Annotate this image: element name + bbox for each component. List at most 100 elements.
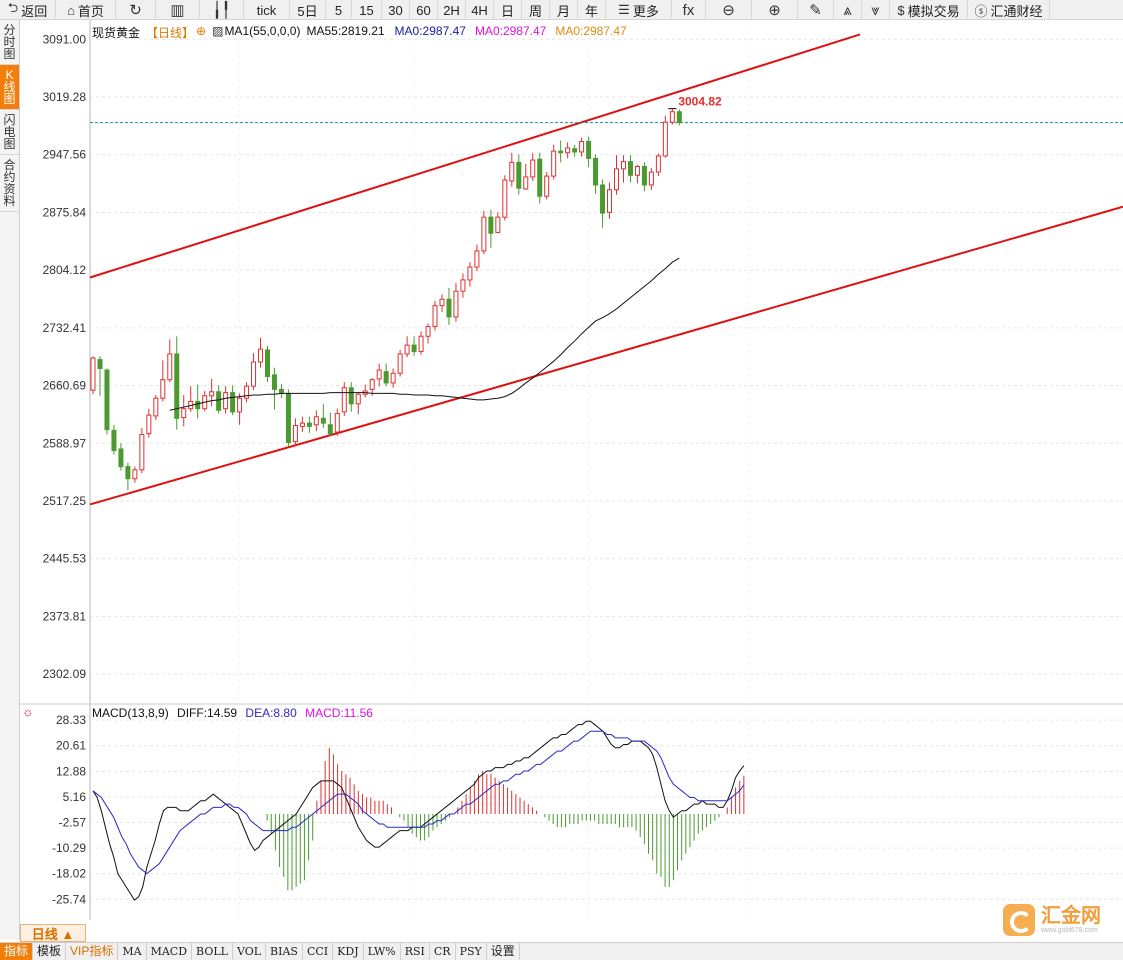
macd-diff: DIFF:14.59 xyxy=(177,706,238,720)
indicator-tab-lw-10[interactable]: LW% xyxy=(364,943,401,960)
candle xyxy=(327,412,333,437)
toolbar-5-button[interactable]: 5 xyxy=(326,0,352,20)
toolbar-30-button[interactable]: 30 xyxy=(382,0,410,20)
indicator-tab--1[interactable]: 模板 xyxy=(33,943,67,960)
settings-dial-icon[interactable]: ⊕ xyxy=(196,24,207,38)
toolbar-zoomout-button[interactable]: ⊖ xyxy=(706,0,752,20)
candle xyxy=(614,155,619,195)
toolbar-2h-button[interactable]: 2H xyxy=(438,0,466,20)
indicator-tab-psy-13[interactable]: PSY xyxy=(456,943,487,960)
toolbar-up-button[interactable]: ⩓ xyxy=(834,0,862,20)
toolbar-5d-button[interactable]: 5日 xyxy=(290,0,326,20)
indicator-tab-vol-6[interactable]: VOL xyxy=(233,943,267,960)
candle-body xyxy=(453,290,459,318)
indicator-tab--14[interactable]: 设置 xyxy=(487,943,520,960)
candle-body xyxy=(285,392,291,443)
toolbar-60-label: 60 xyxy=(416,2,431,18)
toolbar-sim-label: 模拟交易 xyxy=(907,3,960,19)
toolbar-sim-button[interactable]: $ 模拟交易 xyxy=(890,0,968,20)
left-nav-item-1[interactable]: K线图 xyxy=(0,65,19,110)
candle-body xyxy=(669,111,675,123)
candle-body xyxy=(146,414,152,435)
macd-dea-line xyxy=(92,730,745,875)
candle xyxy=(634,164,640,184)
macd-legend: MACD(13,8,9) DIFF:14.59 DEA:8.80 MACD:11… xyxy=(92,706,378,722)
refresh-icon: ↻ xyxy=(129,2,142,19)
indicator-tab-rsi-11[interactable]: RSI xyxy=(401,943,430,960)
indicator-tab-macd-4[interactable]: MACD xyxy=(147,943,193,960)
left-nav-item-0[interactable]: 分时图 xyxy=(0,20,19,65)
left-view-switcher: 分时图 K线图 闪电图 合约资料 xyxy=(0,20,20,940)
candle-body xyxy=(425,326,431,337)
candle xyxy=(676,109,682,126)
candle-body xyxy=(237,397,243,413)
toolbar-bar-button[interactable]: ▥ xyxy=(156,0,200,20)
toolbar-fx-button[interactable]: fx xyxy=(672,0,706,20)
indicator-tab--0[interactable]: 指标 xyxy=(0,943,34,960)
toolbar-back-button[interactable]: ⮌ 返回 xyxy=(0,0,56,20)
macd-y-tick-label: 5.16 xyxy=(63,790,87,804)
candle-body xyxy=(558,150,564,154)
main-toolbar: ⮌ 返回 ⌂ 首页 ↻ ▥ ╽╿ tick 5日 5 15 30 60 2H 4H 日周月年 ☰ 更多 fx ⊖ ⊕ ✎ ⩓… xyxy=(0,0,1123,20)
toolbar-15-label: 15 xyxy=(359,2,374,18)
price-chart[interactable]: 3091.00 3019.28 2947.56 2875.84 2804.12 2732.… xyxy=(20,20,1123,924)
candle xyxy=(648,168,654,190)
candle-body xyxy=(383,371,389,384)
toolbar-month-button[interactable]: 月 xyxy=(550,0,578,20)
macd-settings-icon[interactable]: ☼ xyxy=(22,704,34,719)
candle-body xyxy=(251,361,257,387)
toolbar-60-button[interactable]: 60 xyxy=(410,0,438,20)
toolbar-week-button[interactable]: 周 xyxy=(522,0,550,20)
candle xyxy=(565,142,571,159)
candle-body xyxy=(418,335,424,353)
toolbar-home-button[interactable]: ⌂ 首页 xyxy=(56,0,116,20)
toolbar-year-button[interactable]: 年 xyxy=(578,0,606,20)
indicator-tab-cci-8[interactable]: CCI xyxy=(303,943,334,960)
toolbar-down-button[interactable]: ⩔ xyxy=(862,0,890,20)
candle xyxy=(411,336,417,356)
candle-body xyxy=(195,400,201,410)
logo-url: www.gold678.com xyxy=(1041,927,1098,934)
toolbar-candle-button[interactable]: ╽╿ xyxy=(200,0,244,20)
dollar-icon: $ xyxy=(897,2,905,18)
candle-body xyxy=(160,379,166,399)
candle-body xyxy=(586,140,592,159)
indicator-tab-bias-7[interactable]: BIAS xyxy=(266,943,303,960)
candle xyxy=(586,136,592,168)
bar-chart-icon: ▥ xyxy=(170,2,185,19)
candle xyxy=(467,262,473,287)
indicator-tab-kdj-9[interactable]: KDJ xyxy=(333,943,364,960)
candle xyxy=(390,368,396,388)
toolbar-15-button[interactable]: 15 xyxy=(352,0,382,20)
indicator-tab-vip-2[interactable]: VIP指标 xyxy=(66,943,119,960)
toolbar-day-label: 日 xyxy=(500,3,514,19)
toolbar-zoomin-button[interactable]: ⊕ xyxy=(752,0,798,20)
candle-body xyxy=(502,179,508,218)
toolbar-draw-button[interactable]: ✎ xyxy=(798,0,834,20)
toolbar-more-button[interactable]: ☰ 更多 xyxy=(606,0,672,20)
candle xyxy=(607,182,613,219)
candle xyxy=(537,152,543,204)
price-y-tick-label: 2588.97 xyxy=(43,436,87,450)
toolbar-refresh-button[interactable]: ↻ xyxy=(116,0,156,20)
indicator-tab-ma-3[interactable]: MA xyxy=(118,943,147,960)
legend-ma0-a: MA0:2987.47 xyxy=(394,24,466,38)
candle xyxy=(348,382,354,412)
toolbar-4h-button[interactable]: 4H xyxy=(466,0,494,20)
toolbar-day-button[interactable]: 日 xyxy=(494,0,522,20)
left-nav-item-2[interactable]: 闪电图 xyxy=(0,110,19,155)
candle xyxy=(446,287,452,325)
indicator-tab-boll-5[interactable]: BOLL xyxy=(192,943,233,960)
candle-body xyxy=(132,469,138,480)
left-nav-item-3[interactable]: 合约资料 xyxy=(0,155,19,212)
period-selector[interactable]: 日线 ▲ xyxy=(20,924,86,942)
candle xyxy=(558,140,564,163)
indicator-tab-cr-12[interactable]: CR xyxy=(430,943,456,960)
candle-body xyxy=(174,353,180,419)
candle xyxy=(655,153,661,177)
toolbar-tick-button[interactable]: tick xyxy=(244,0,290,20)
candle-body xyxy=(278,388,284,394)
toolbar-back-label: 返回 xyxy=(21,3,48,19)
toolbar-brand-button[interactable]: ⓢ 汇通财经 xyxy=(968,0,1050,20)
candle xyxy=(453,283,459,322)
